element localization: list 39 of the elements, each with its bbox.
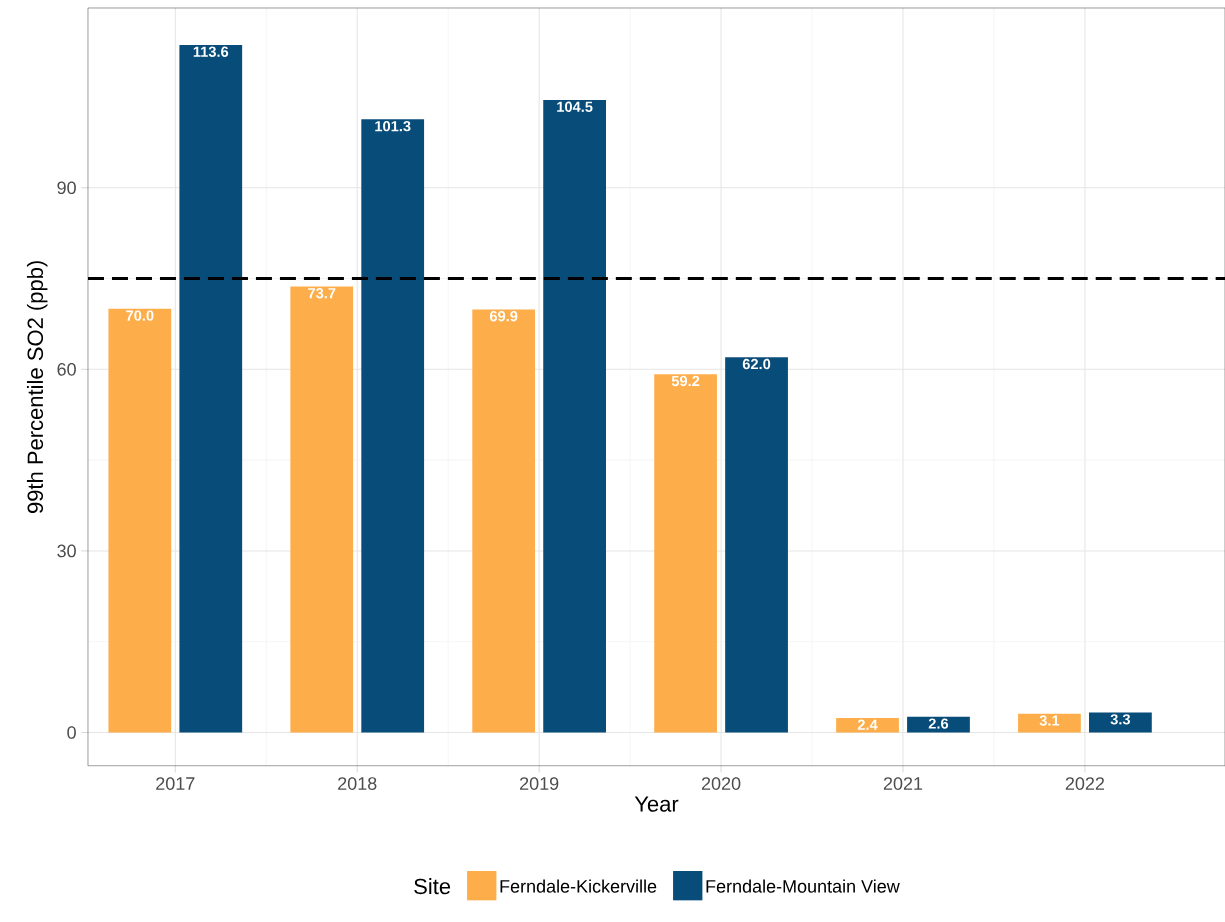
data-label: 101.3 xyxy=(375,121,411,132)
bar xyxy=(543,100,606,733)
data-label: 69.9 xyxy=(489,311,518,322)
y-tick-label: 0 xyxy=(67,726,76,739)
x-tick-label: 2019 xyxy=(520,777,559,791)
x-axis-title: Year xyxy=(634,796,679,812)
data-label: 73.7 xyxy=(308,288,336,299)
bar xyxy=(472,309,536,733)
x-tick-label: 2018 xyxy=(338,777,377,791)
legend-label: Ferndale-Mountain View xyxy=(706,879,900,893)
bar xyxy=(907,716,970,733)
x-tick-label: 2017 xyxy=(156,777,195,791)
bar xyxy=(290,286,354,733)
y-axis-title: 99th Percentile SO2 (ppb) xyxy=(26,261,48,514)
y-tick-label: 60 xyxy=(57,363,76,376)
legend-label: Ferndale-Kickerville xyxy=(500,879,657,893)
data-label: 3.1 xyxy=(1039,715,1060,726)
x-tick-label: 2020 xyxy=(701,777,741,791)
data-label: 70.0 xyxy=(126,310,154,321)
bar xyxy=(725,357,788,733)
data-label: 2.4 xyxy=(857,719,878,730)
data-label: 62.0 xyxy=(742,358,771,370)
bar xyxy=(1089,712,1152,733)
bar xyxy=(361,119,425,733)
bar xyxy=(179,45,243,733)
x-tick-label: 2022 xyxy=(1065,777,1105,791)
legend-title: Site xyxy=(414,878,451,895)
data-label: 104.5 xyxy=(557,101,593,113)
data-label: 2.6 xyxy=(928,718,949,729)
y-tick-label: 90 xyxy=(57,181,76,195)
data-label: 3.3 xyxy=(1110,714,1131,725)
bar xyxy=(654,374,717,733)
bar xyxy=(1018,713,1081,733)
data-label: 113.6 xyxy=(193,46,229,58)
x-tick-label: 2021 xyxy=(883,777,923,791)
bar xyxy=(836,718,899,733)
bar xyxy=(108,308,172,733)
data-label: 59.2 xyxy=(671,375,700,387)
y-tick-label: 30 xyxy=(57,544,76,558)
